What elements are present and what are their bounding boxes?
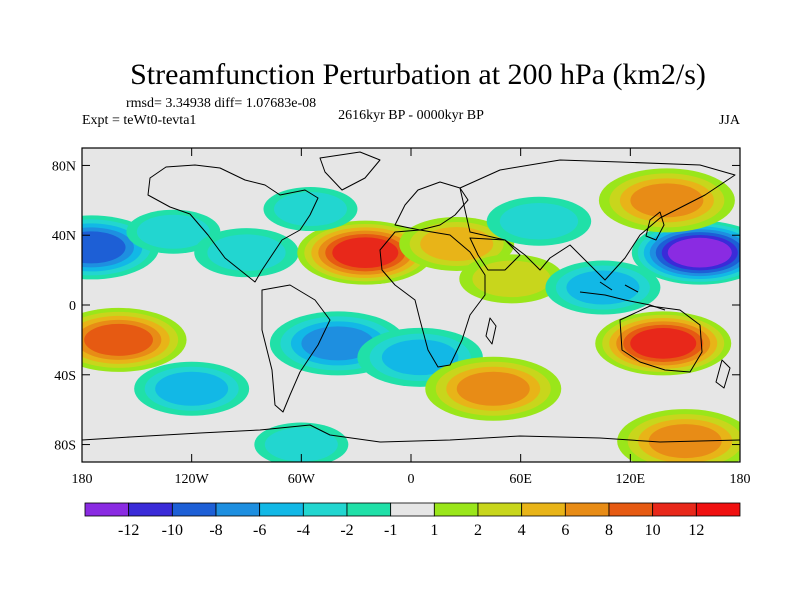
coast-new-zealand (715, 359, 731, 389)
anomaly-11 (459, 254, 564, 304)
y-tick-label-0: 80N (52, 159, 76, 174)
anomaly-4-level-1 (207, 234, 286, 271)
colorbar-box-12 (608, 502, 654, 517)
coast-africa (379, 229, 486, 368)
colorbar-box-1 (128, 502, 173, 517)
colorbar-box-8 (433, 502, 479, 517)
anomaly-0-level-4 (82, 231, 126, 264)
y-tick-label-4: 80S (54, 439, 76, 454)
anomaly-3 (126, 209, 221, 254)
anomaly-15-level-5 (630, 328, 697, 359)
anomaly-16-level-3 (630, 183, 704, 218)
stats-text: rmsd= 3.34938 diff= 1.07683e-08 (126, 96, 316, 111)
x-tick-label-0: 180 (72, 472, 93, 487)
anomaly-12 (486, 196, 592, 246)
colorbar-label-6: -1 (384, 522, 397, 539)
anomaly-6 (263, 187, 358, 232)
y-tick-label-3: 40S (54, 369, 76, 384)
coast-australia (619, 305, 703, 373)
x-tick-label-2: 60W (288, 472, 316, 487)
x-tick-label-1: 120W (175, 472, 210, 487)
x-tick-label-4: 60E (509, 472, 532, 487)
colorbar-label-2: -8 (209, 522, 222, 539)
y-axis: 80N 40N 0 40S 80S (52, 159, 740, 454)
anomaly-12-level-1 (499, 203, 579, 240)
y-tick-label-2: 0 (69, 299, 76, 314)
colorbar-label-4: -4 (297, 522, 310, 539)
colorbar-box-7 (390, 502, 435, 517)
y-tick-label-1: 40N (52, 229, 76, 244)
period-label: 2616kyr BP - 0000kyr BP (338, 108, 484, 123)
x-tick-label-6: 180 (730, 472, 751, 487)
anomaly-7-level-3 (301, 326, 375, 361)
experiment-label: Expt = teWt0-tevta1 (82, 113, 196, 128)
coast-antarctica (82, 424, 740, 443)
anomaly-10-level-2 (420, 226, 494, 261)
colorbar-box-2 (171, 502, 217, 517)
coast-asia (459, 159, 736, 281)
anomaly-9 (425, 356, 562, 421)
anomaly-11-level-1 (472, 260, 551, 298)
anomaly-18-level-1 (264, 427, 338, 462)
colorbar-label-5: -2 (340, 522, 353, 539)
anomaly-13 (631, 220, 740, 285)
colorbar-label-3: -6 (253, 522, 266, 539)
coast-europe (394, 181, 469, 231)
anomaly-1 (82, 307, 187, 372)
anomaly-9-level-3 (456, 371, 530, 406)
coastlines (82, 151, 740, 443)
anomaly-3-level-1 (136, 214, 210, 249)
colorbar-label-1: -10 (162, 522, 183, 539)
anomaly-14 (545, 260, 661, 315)
anomaly-15 (595, 311, 732, 376)
anomaly-16 (598, 168, 735, 233)
anomaly-5-level-5 (332, 237, 399, 268)
x-tick-label-5: 120E (616, 472, 646, 487)
anomaly-2 (134, 361, 250, 416)
x-axis: 180 120W 60W 0 60E 120E 180 (72, 148, 751, 487)
map-area (81, 147, 741, 463)
colorbar-label-12: 10 (645, 522, 661, 539)
anomaly-14-level-2 (566, 270, 640, 305)
colorbar-box-10 (521, 502, 566, 517)
anomaly-10 (399, 216, 515, 271)
colorbar-box-14 (695, 502, 741, 517)
colorbar-label-0: -12 (118, 522, 139, 539)
colorbar-box-13 (652, 502, 697, 517)
anomaly-4 (194, 228, 299, 278)
colorbar-label-11: 8 (605, 522, 613, 539)
colorbar-box-6 (346, 502, 392, 517)
anomaly-1-level-4 (84, 323, 153, 356)
colorbar-box-11 (564, 502, 610, 517)
anomaly-13-level-6 (667, 237, 732, 268)
season-label: JJA (719, 113, 741, 128)
colorbar-label-13: 12 (688, 522, 704, 539)
colorbar-box-9 (477, 502, 523, 517)
colorbar-box-5 (302, 502, 348, 517)
anomaly-17 (617, 409, 740, 462)
anomaly-8-level-2 (381, 339, 459, 376)
colorbar-box-0 (84, 502, 130, 517)
colorbar-box-4 (259, 502, 304, 517)
coast-south-america (261, 284, 331, 413)
anomaly-2-level-2 (155, 371, 229, 406)
coast-north-america (147, 164, 319, 283)
chart-title: Streamfunction Perturbation at 200 hPa (… (130, 58, 706, 91)
colorbar: -12 -10 -8 -6 -4 -2 -1 1 2 4 6 8 10 12 (84, 502, 741, 539)
colorbar-label-7: 1 (430, 522, 438, 539)
anomaly-6-level-1 (273, 192, 347, 227)
colorbar-box-3 (215, 502, 261, 517)
coast-madagascar (485, 317, 497, 345)
coast-greenland (319, 151, 381, 191)
coast-japan (645, 211, 665, 241)
colorbar-label-10: 6 (561, 522, 569, 539)
colorbar-label-9: 4 (518, 522, 526, 539)
x-tick-label-3: 0 (408, 472, 415, 487)
colorbar-label-8: 2 (474, 522, 482, 539)
